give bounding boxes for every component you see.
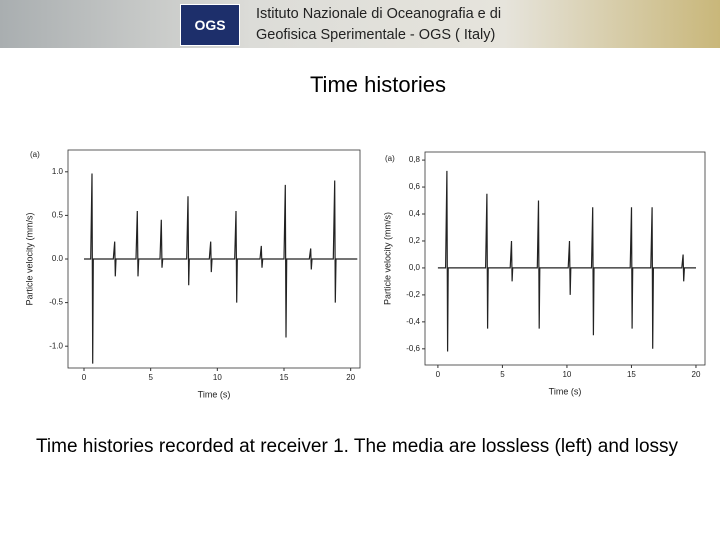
- signal-line: [84, 173, 358, 364]
- caption: Time histories recorded at receiver 1. T…: [36, 436, 679, 457]
- signal-line: [437, 170, 696, 352]
- y-tick-label: 1.0: [52, 167, 64, 176]
- y-axis-label: Particle velocity (mm/s): [24, 212, 34, 305]
- x-axis-label: Time (s): [198, 389, 231, 399]
- header-line: Istituto Nazionale di Oceanografia e di: [256, 6, 502, 22]
- slide-title: Time histories: [309, 72, 447, 97]
- panel-label: (a): [385, 154, 395, 163]
- x-tick-label: 15: [280, 373, 289, 382]
- y-tick-label: -0,6: [406, 344, 420, 353]
- x-tick-label: 5: [148, 373, 153, 382]
- panel-label: (a): [30, 150, 40, 159]
- y-tick-label: 0,2: [409, 236, 421, 245]
- x-axis-label: Time (s): [549, 386, 582, 396]
- y-tick-label: -0,4: [406, 317, 420, 326]
- header-line: Geofisica Sperimentale - OGS ( Italy): [256, 27, 496, 43]
- y-tick-label: -0.5: [49, 298, 63, 307]
- logo: OGS: [180, 4, 240, 46]
- y-tick-label: 0,6: [409, 182, 421, 191]
- header: OGS Istituto Nazionale di Oceanografia e…: [0, 0, 720, 48]
- x-tick-label: 5: [500, 370, 505, 379]
- y-tick-label: 0,8: [409, 155, 421, 164]
- x-tick-label: 20: [346, 373, 355, 382]
- y-tick-label: 0.5: [52, 211, 64, 220]
- x-tick-label: 0: [82, 373, 87, 382]
- x-tick-label: 10: [562, 370, 571, 379]
- x-tick-label: 20: [692, 370, 701, 379]
- plot-frame: [424, 151, 706, 366]
- y-tick-label: 0,4: [409, 209, 421, 218]
- y-tick-label: 0.0: [52, 254, 64, 263]
- y-tick-label: 0,0: [409, 263, 421, 272]
- x-tick-label: 15: [627, 370, 636, 379]
- y-tick-label: -1.0: [49, 341, 63, 350]
- x-tick-label: 0: [436, 370, 441, 379]
- y-tick-label: -0,2: [406, 290, 420, 299]
- x-tick-label: 10: [213, 373, 222, 382]
- y-axis-label: Particle velocity (mm/s): [382, 212, 392, 305]
